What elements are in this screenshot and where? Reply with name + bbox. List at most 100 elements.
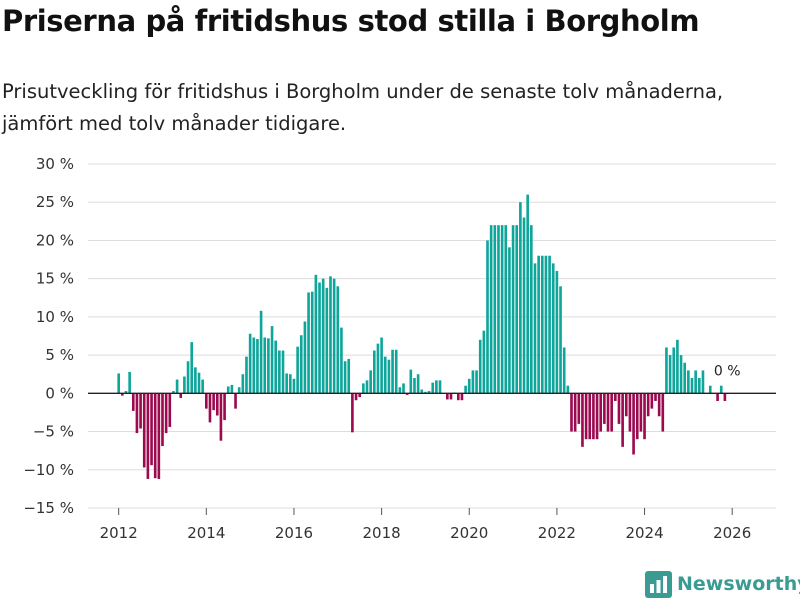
- bar: [643, 393, 646, 440]
- bar: [292, 378, 296, 394]
- bar-series: [117, 194, 727, 479]
- bar: [230, 384, 234, 394]
- bar: [482, 330, 486, 394]
- bar: [438, 380, 442, 394]
- bar: [420, 389, 424, 394]
- bar: [321, 278, 325, 394]
- bar: [435, 380, 438, 394]
- bar: [372, 350, 376, 394]
- bar: [639, 393, 643, 432]
- bar: [409, 369, 413, 394]
- bar: [299, 335, 303, 394]
- bar: [179, 393, 183, 398]
- bar: [201, 379, 204, 394]
- bar: [215, 393, 219, 416]
- bar: [413, 378, 416, 394]
- bar: [449, 393, 453, 400]
- bar: [329, 276, 332, 394]
- bar: [380, 337, 383, 394]
- bar: [676, 339, 679, 394]
- bar: [486, 240, 489, 394]
- bar: [256, 339, 259, 394]
- bar: [358, 393, 362, 398]
- bar: [555, 271, 559, 394]
- bar: [186, 361, 190, 394]
- bar: [164, 393, 168, 434]
- bar: [559, 286, 562, 394]
- bar: [336, 286, 340, 394]
- bar: [544, 255, 548, 394]
- bar: [551, 263, 555, 394]
- bar: [157, 393, 161, 479]
- bar: [497, 225, 500, 394]
- bar: [566, 385, 570, 394]
- x-tick-label: 2018: [363, 524, 401, 542]
- x-tick-label: 2014: [187, 524, 225, 542]
- bar: [219, 393, 223, 441]
- bar: [270, 326, 274, 394]
- bar: [424, 391, 427, 394]
- chart-subtitle: Prisutveckling för fritidshus i Borgholm…: [2, 80, 724, 135]
- bar: [672, 347, 676, 394]
- bar: [522, 217, 526, 394]
- bar: [577, 393, 581, 424]
- bar: [562, 347, 566, 394]
- y-tick-label: 5 %: [45, 346, 74, 364]
- bar: [456, 393, 460, 401]
- bar: [117, 373, 120, 394]
- bar: [610, 393, 613, 432]
- bar: [391, 349, 394, 394]
- bar: [511, 225, 515, 394]
- bar: [274, 340, 278, 394]
- bar: [606, 393, 610, 432]
- y-tick-label: −10 %: [23, 461, 74, 479]
- bar: [383, 356, 387, 394]
- bar: [343, 361, 347, 394]
- bar: [508, 247, 511, 394]
- bar: [537, 255, 540, 394]
- bar: [661, 393, 665, 432]
- bar: [446, 393, 449, 400]
- bar: [719, 385, 723, 394]
- bar: [592, 393, 595, 440]
- bar: [679, 355, 683, 394]
- brand-name: Newsworthy: [677, 573, 800, 595]
- bar: [467, 378, 471, 394]
- bar: [248, 333, 252, 394]
- bar: [332, 278, 336, 394]
- bar: [694, 370, 697, 394]
- bar: [347, 358, 351, 394]
- bar: [632, 393, 635, 455]
- last-value-label: 0 %: [714, 363, 741, 379]
- bar: [139, 393, 142, 429]
- bar: [628, 393, 632, 432]
- bar: [515, 225, 519, 394]
- bar: [128, 371, 131, 394]
- bar: [489, 225, 493, 394]
- bar: [318, 282, 321, 394]
- bar: [394, 349, 398, 394]
- bar: [708, 385, 712, 394]
- bar: [241, 374, 245, 394]
- bar: [526, 194, 529, 394]
- bar: [478, 339, 482, 394]
- y-tick-label: 25 %: [36, 193, 74, 211]
- bar: [646, 393, 650, 417]
- bar: [153, 393, 157, 479]
- bar: [223, 393, 226, 421]
- bar: [405, 393, 409, 395]
- bar: [267, 338, 270, 394]
- bar: [135, 393, 139, 434]
- bar: [416, 374, 420, 394]
- bar: [460, 393, 464, 401]
- x-tick-label: 2020: [450, 524, 488, 542]
- bar: [263, 337, 267, 394]
- bar: [595, 393, 599, 440]
- bar: [142, 393, 146, 468]
- bar: [278, 350, 281, 394]
- bar: [427, 391, 431, 394]
- bar: [603, 393, 606, 424]
- bar: [376, 343, 380, 394]
- bar: [168, 393, 172, 427]
